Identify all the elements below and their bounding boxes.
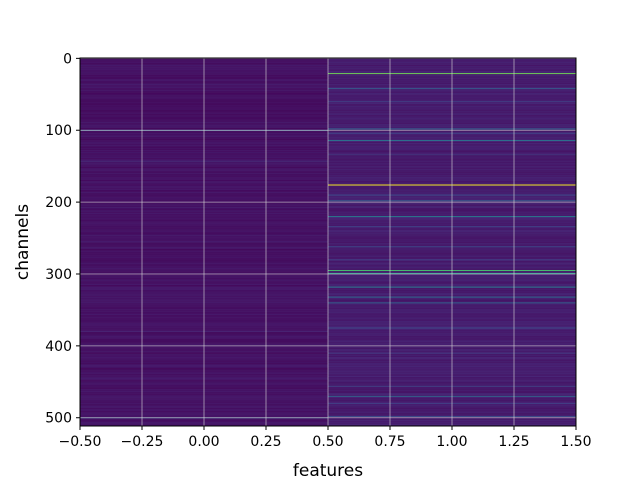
x-tick-label: 1.00 <box>436 434 467 450</box>
y-tick-label: 100 <box>45 123 72 139</box>
x-tick-label: −0.25 <box>121 434 164 450</box>
y-tick-label: 400 <box>45 339 72 355</box>
x-tick-label: 0.50 <box>312 434 343 450</box>
x-tick-label: −0.50 <box>59 434 102 450</box>
y-tick-label: 200 <box>45 195 72 211</box>
x-axis-ticks: −0.50 −0.25 0.00 0.25 0.50 0.75 1.00 1.25 1.50 <box>59 426 592 450</box>
x-tick-label: 0.00 <box>188 434 219 450</box>
y-tick-label: 0 <box>63 51 72 67</box>
y-tick-label: 300 <box>45 267 72 283</box>
y-axis-ticks: 0 100 200 300 400 500 <box>45 51 80 427</box>
y-tick-label: 500 <box>45 411 72 427</box>
x-tick-label: 0.25 <box>250 434 281 450</box>
x-tick-label: 1.25 <box>498 434 529 450</box>
y-axis-label: channels <box>13 204 33 280</box>
x-tick-label: 0.75 <box>374 434 405 450</box>
x-tick-label: 1.50 <box>560 434 591 450</box>
x-axis-label: features <box>293 461 363 480</box>
